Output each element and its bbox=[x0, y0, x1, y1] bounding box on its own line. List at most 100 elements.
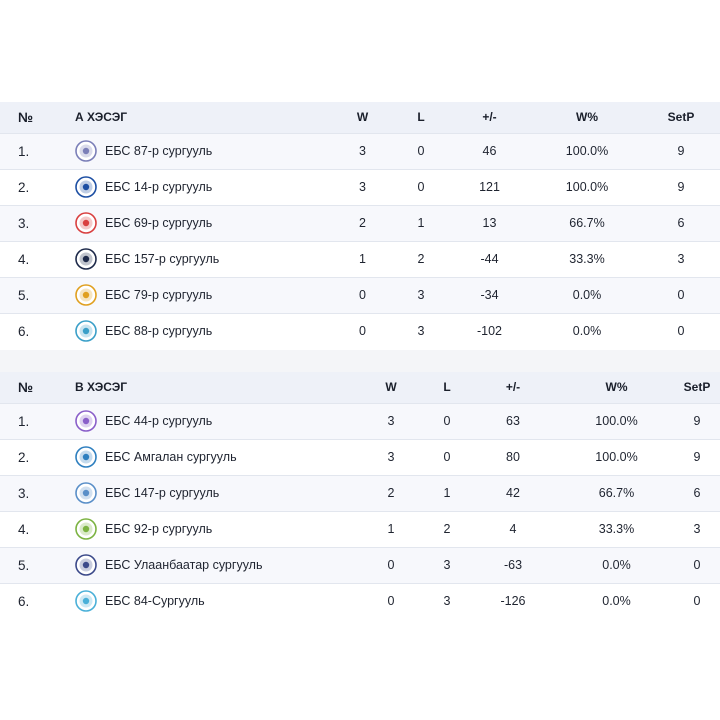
table-row[interactable]: 1. ЕБС 87-р сургууль 3 0 46 100.0% 9 bbox=[0, 133, 720, 169]
team-name: ЕБС 87-р сургууль bbox=[105, 144, 213, 158]
diff-cell: -34 bbox=[480, 288, 499, 302]
losses-cell: 2 bbox=[417, 252, 425, 266]
wins-header[interactable]: W bbox=[356, 110, 369, 125]
school-logo-icon bbox=[75, 140, 97, 162]
team-cell: ЕБС 79-р сургууль bbox=[75, 277, 330, 313]
rank-cell: 6. bbox=[18, 323, 30, 339]
team-cell: ЕБС 84-Сургууль bbox=[75, 583, 355, 619]
table-row[interactable]: 5. ЕБС Улаанбаатар сургууль 0 3 -63 0.0% 0 bbox=[0, 547, 720, 583]
team-cell: ЕБС 88-р сургууль bbox=[75, 313, 330, 349]
table-row[interactable]: 1. ЕБС 44-р сургууль 3 0 63 100.0% 9 bbox=[0, 403, 720, 439]
setp-cell: 6 bbox=[677, 216, 685, 230]
wins-cell: 3 bbox=[387, 414, 395, 428]
losses-cell: 3 bbox=[443, 594, 451, 609]
team-cell: ЕБС 157-р сургууль bbox=[75, 241, 330, 277]
setp-header[interactable]: SetP bbox=[667, 110, 695, 125]
wins-cell: 0 bbox=[387, 594, 395, 609]
team-link[interactable]: ЕБС 79-р сургууль bbox=[75, 284, 330, 306]
team-name: ЕБС 79-р сургууль bbox=[105, 288, 213, 302]
team-link[interactable]: ЕБС 84-Сургууль bbox=[75, 590, 355, 613]
losses-cell: 3 bbox=[443, 558, 451, 572]
win-pct-header[interactable]: W% bbox=[605, 380, 628, 395]
team-name: ЕБС 88-р сургууль bbox=[105, 324, 213, 339]
win-pct-cell: 0.0% bbox=[602, 594, 631, 609]
setp-cell: 0 bbox=[693, 594, 701, 609]
win-pct-cell: 100.0% bbox=[595, 450, 638, 464]
win-pct-cell: 66.7% bbox=[598, 486, 635, 500]
team-link[interactable]: ЕБС 92-р сургууль bbox=[75, 518, 355, 540]
team-link[interactable]: ЕБС 87-р сургууль bbox=[75, 140, 330, 162]
team-name: ЕБС 44-р сургууль bbox=[105, 414, 213, 428]
losses-cell: 0 bbox=[417, 144, 425, 158]
table-row[interactable]: 4. ЕБС 92-р сургууль 1 2 4 33.3% 3 bbox=[0, 511, 720, 547]
table-row[interactable]: 2. ЕБС 14-р сургууль 3 0 121 100.0% 9 bbox=[0, 169, 720, 205]
school-logo-icon bbox=[75, 518, 97, 540]
team-cell: ЕБС 44-р сургууль bbox=[75, 403, 355, 439]
setp-header[interactable]: SetP bbox=[683, 380, 711, 395]
wins-header[interactable]: W bbox=[385, 380, 397, 395]
losses-cell: 3 bbox=[417, 324, 425, 339]
team-cell: ЕБС 87-р сургууль bbox=[75, 133, 330, 169]
team-link[interactable]: ЕБС 157-р сургууль bbox=[75, 248, 330, 270]
wins-cell: 3 bbox=[359, 180, 366, 194]
setp-cell: 9 bbox=[693, 414, 701, 428]
setp-cell: 9 bbox=[677, 180, 685, 194]
rank-cell: 3. bbox=[18, 215, 30, 231]
setp-cell: 3 bbox=[693, 522, 701, 536]
wins-cell: 1 bbox=[359, 252, 366, 266]
losses-cell: 0 bbox=[443, 450, 451, 464]
table-row[interactable]: 4. ЕБС 157-р сургууль 1 2 -44 33.3% 3 bbox=[0, 241, 720, 277]
win-pct-cell: 100.0% bbox=[565, 144, 609, 158]
team-cell: ЕБС Улаанбаатар сургууль bbox=[75, 547, 355, 583]
team-cell: ЕБС Амгалан сургууль bbox=[75, 439, 355, 475]
setp-cell: 9 bbox=[677, 144, 685, 158]
team-link[interactable]: ЕБС Улаанбаатар сургууль bbox=[75, 554, 355, 576]
standings-table-group-b: № В ХЭСЭГ W L +/- W% SetP 1. ЕБС 44-р сур… bbox=[0, 372, 720, 619]
setp-cell: 6 bbox=[693, 486, 701, 500]
table-row[interactable]: 2. ЕБС Амгалан сургууль 3 0 80 100.0% 9 bbox=[0, 439, 720, 475]
team-link[interactable]: ЕБС 14-р сургууль bbox=[75, 176, 330, 198]
table-row[interactable]: 6. ЕБС 88-р сургууль 0 3 -102 0.0% 0 bbox=[0, 313, 720, 349]
win-pct-cell: 33.3% bbox=[598, 522, 635, 536]
school-logo-icon bbox=[75, 248, 97, 270]
losses-header[interactable]: L bbox=[443, 380, 451, 395]
win-pct-cell: 100.0% bbox=[565, 180, 609, 194]
school-logo-icon bbox=[75, 212, 97, 234]
team-link[interactable]: ЕБС 88-р сургууль bbox=[75, 320, 330, 343]
wins-cell: 0 bbox=[359, 288, 366, 302]
team-name: ЕБС 69-р сургууль bbox=[105, 216, 213, 230]
team-link[interactable]: ЕБС 44-р сургууль bbox=[75, 410, 355, 432]
team-link[interactable]: ЕБС Амгалан сургууль bbox=[75, 446, 355, 468]
win-pct-cell: 0.0% bbox=[572, 324, 602, 339]
win-pct-cell: 0.0% bbox=[602, 558, 631, 572]
table-row[interactable]: 5. ЕБС 79-р сургууль 0 3 -34 0.0% 0 bbox=[0, 277, 720, 313]
losses-cell: 0 bbox=[443, 414, 451, 428]
diff-cell: 4 bbox=[509, 522, 517, 536]
rank-cell: 4. bbox=[18, 521, 30, 537]
table-row[interactable]: 3. ЕБС 147-р сургууль 2 1 42 66.7% 6 bbox=[0, 475, 720, 511]
team-link[interactable]: ЕБС 69-р сургууль bbox=[75, 212, 330, 234]
team-cell: ЕБС 69-р сургууль bbox=[75, 205, 330, 241]
diff-cell: 13 bbox=[482, 216, 497, 230]
losses-cell: 0 bbox=[417, 180, 425, 194]
school-logo-icon bbox=[75, 554, 97, 576]
win-pct-header[interactable]: W% bbox=[576, 110, 598, 125]
rank-cell: 1. bbox=[18, 413, 30, 429]
team-name: ЕБС 147-р сургууль bbox=[105, 486, 220, 500]
school-logo-icon bbox=[75, 320, 97, 343]
wins-cell: 3 bbox=[359, 144, 366, 158]
team-name: ЕБС 84-Сургууль bbox=[105, 594, 205, 609]
wins-cell: 2 bbox=[387, 486, 395, 500]
diff-cell: 46 bbox=[482, 144, 497, 158]
table-row[interactable]: 6. ЕБС 84-Сургууль 0 3 -126 0.0% 0 bbox=[0, 583, 720, 619]
losses-header[interactable]: L bbox=[417, 110, 425, 125]
losses-cell: 1 bbox=[443, 486, 451, 500]
diff-header[interactable]: +/- bbox=[505, 380, 521, 395]
table-row[interactable]: 3. ЕБС 69-р сургууль 2 1 13 66.7% 6 bbox=[0, 205, 720, 241]
team-link[interactable]: ЕБС 147-р сургууль bbox=[75, 482, 355, 504]
diff-cell: -63 bbox=[503, 558, 523, 572]
losses-cell: 1 bbox=[417, 216, 425, 230]
diff-header[interactable]: +/- bbox=[482, 110, 497, 125]
team-cell: ЕБС 92-р сургууль bbox=[75, 511, 355, 547]
rank-cell: 2. bbox=[18, 179, 30, 195]
